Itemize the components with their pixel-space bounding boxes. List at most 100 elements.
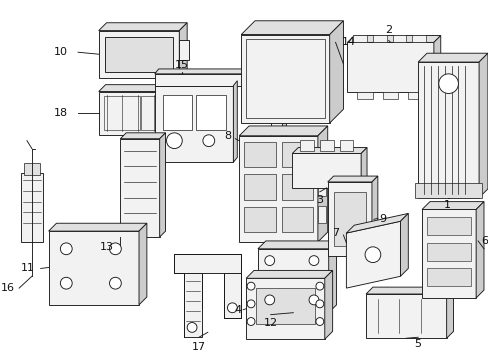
Polygon shape: [478, 53, 487, 198]
Polygon shape: [179, 40, 189, 60]
Polygon shape: [257, 241, 336, 249]
Polygon shape: [48, 223, 146, 231]
Polygon shape: [159, 133, 165, 237]
Bar: [300, 140, 313, 152]
Circle shape: [109, 243, 121, 255]
Circle shape: [315, 318, 323, 325]
Text: 2: 2: [385, 24, 391, 35]
Polygon shape: [120, 139, 159, 237]
Text: 10: 10: [54, 47, 68, 57]
Polygon shape: [317, 126, 327, 242]
Polygon shape: [446, 287, 452, 338]
Bar: [104, 36, 173, 72]
Circle shape: [187, 323, 197, 332]
Polygon shape: [270, 86, 282, 162]
Polygon shape: [421, 210, 475, 298]
Polygon shape: [174, 254, 241, 273]
Text: 14: 14: [341, 37, 355, 48]
Circle shape: [246, 282, 254, 290]
Polygon shape: [417, 62, 478, 198]
Polygon shape: [324, 270, 332, 339]
Bar: [24, 163, 40, 175]
Text: 18: 18: [54, 108, 68, 118]
Circle shape: [308, 256, 318, 266]
Polygon shape: [184, 273, 202, 337]
Polygon shape: [366, 287, 452, 294]
Polygon shape: [328, 241, 336, 313]
Circle shape: [264, 256, 274, 266]
Circle shape: [246, 318, 254, 325]
Text: 5: 5: [414, 339, 421, 349]
Polygon shape: [241, 35, 329, 123]
Circle shape: [109, 277, 121, 289]
Bar: [411, 35, 425, 42]
Bar: [333, 192, 366, 246]
Polygon shape: [475, 202, 483, 298]
Bar: [352, 35, 366, 42]
Polygon shape: [346, 213, 407, 233]
Polygon shape: [292, 148, 366, 153]
Polygon shape: [120, 133, 165, 139]
Text: 6: 6: [480, 236, 487, 246]
Polygon shape: [99, 85, 186, 91]
Polygon shape: [241, 21, 343, 35]
Polygon shape: [257, 249, 328, 313]
Bar: [244, 174, 275, 200]
Bar: [244, 207, 275, 232]
Bar: [339, 140, 352, 152]
Text: 3: 3: [316, 195, 323, 205]
Polygon shape: [361, 148, 366, 188]
Polygon shape: [239, 136, 317, 242]
Text: 11: 11: [21, 264, 35, 274]
Polygon shape: [282, 81, 286, 162]
Polygon shape: [245, 270, 332, 278]
Text: 7: 7: [332, 228, 339, 238]
Bar: [372, 35, 386, 42]
Circle shape: [315, 282, 323, 290]
Text: 15: 15: [175, 60, 189, 70]
Text: 8: 8: [224, 131, 231, 141]
Circle shape: [60, 277, 72, 289]
Bar: [317, 206, 325, 223]
Bar: [281, 142, 312, 167]
Bar: [382, 91, 398, 99]
Polygon shape: [346, 42, 433, 91]
Polygon shape: [327, 176, 377, 182]
Bar: [319, 140, 333, 152]
Bar: [255, 288, 314, 324]
Polygon shape: [139, 223, 146, 305]
Polygon shape: [99, 91, 179, 135]
Polygon shape: [327, 182, 371, 256]
Bar: [414, 183, 481, 198]
Polygon shape: [346, 36, 440, 42]
Text: 4: 4: [234, 305, 241, 315]
Polygon shape: [99, 31, 179, 78]
Polygon shape: [179, 23, 187, 78]
Polygon shape: [371, 176, 377, 256]
Polygon shape: [223, 273, 241, 318]
Bar: [244, 142, 275, 167]
Circle shape: [315, 300, 323, 308]
Polygon shape: [179, 85, 186, 135]
Polygon shape: [239, 126, 327, 136]
Polygon shape: [433, 36, 440, 91]
Bar: [245, 40, 324, 118]
Polygon shape: [346, 221, 400, 288]
Text: 16: 16: [1, 283, 15, 293]
Bar: [426, 269, 470, 286]
Polygon shape: [154, 74, 282, 86]
Polygon shape: [292, 153, 361, 188]
Circle shape: [166, 133, 182, 149]
Bar: [392, 35, 406, 42]
Circle shape: [264, 295, 274, 305]
Polygon shape: [99, 23, 187, 31]
Circle shape: [203, 135, 214, 147]
Polygon shape: [245, 278, 324, 339]
Polygon shape: [48, 231, 139, 305]
Bar: [281, 207, 312, 232]
Polygon shape: [154, 86, 233, 162]
Circle shape: [308, 295, 318, 305]
Bar: [317, 150, 325, 168]
Polygon shape: [417, 53, 487, 62]
Text: 12: 12: [263, 318, 277, 328]
